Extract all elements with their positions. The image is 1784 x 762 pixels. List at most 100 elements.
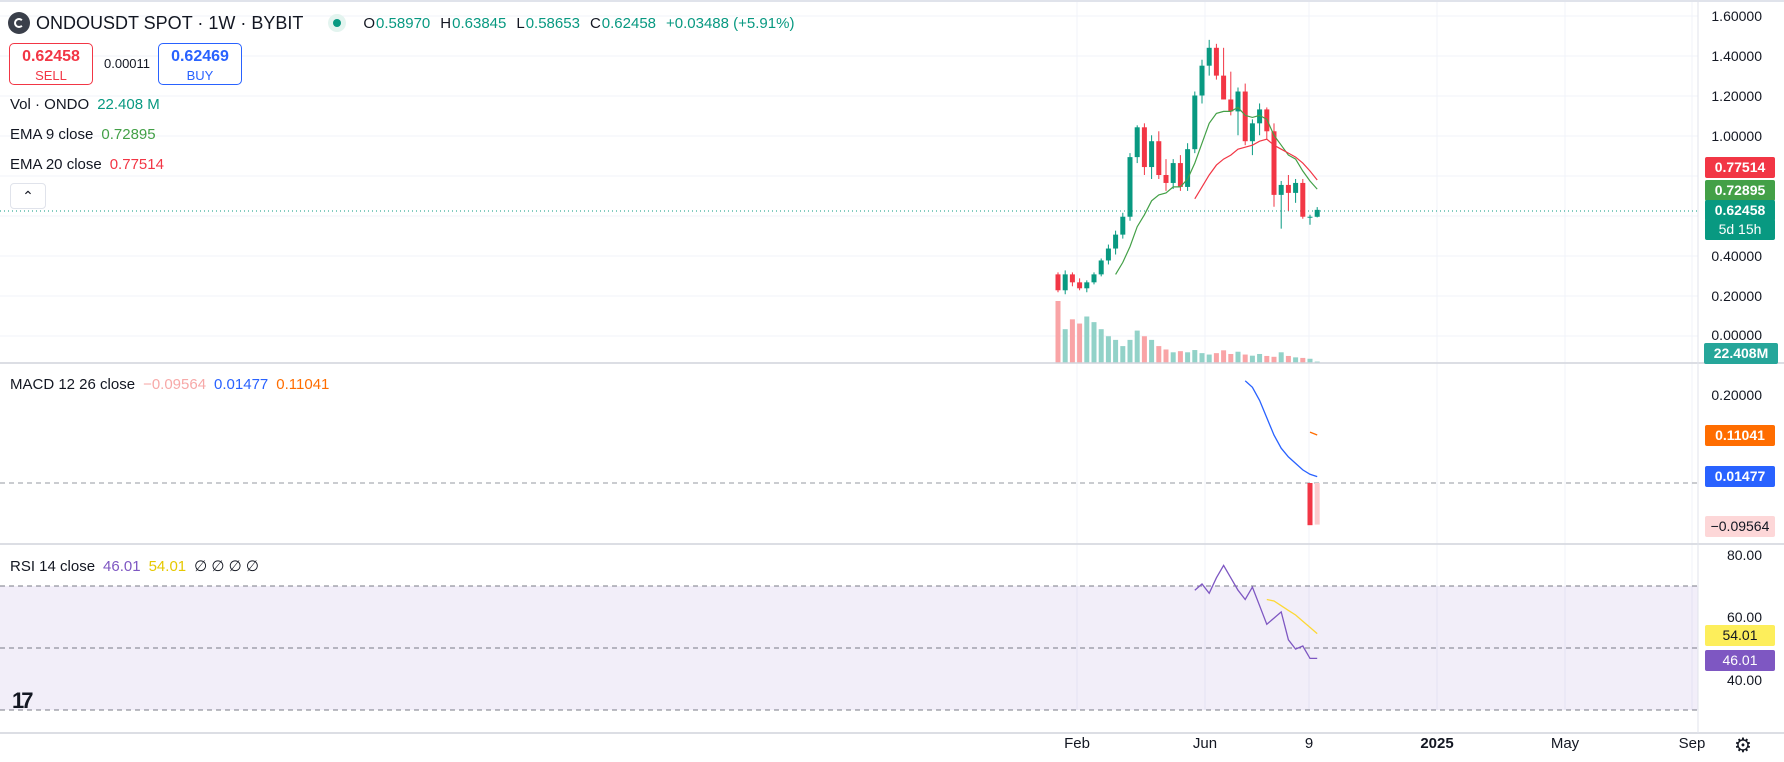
- candle-body: [1084, 282, 1090, 289]
- pane-dividers[interactable]: [0, 0, 1784, 734]
- rsi-ma-badge: 54.01: [1705, 625, 1775, 646]
- ema20-legend-label: EMA 20 close: [10, 156, 102, 173]
- symbol-header: ONDOUSDT SPOT · 1W · BYBIT O0.58970 H0.6…: [8, 11, 794, 35]
- grid-lines: [0, 0, 1698, 710]
- ema9-legend-label: EMA 9 close: [10, 126, 94, 143]
- volume-bar: [1242, 354, 1248, 363]
- open-label: O: [363, 14, 376, 32]
- rsi-ma-legend-value: 54.01: [148, 558, 187, 575]
- candle-body: [1077, 282, 1083, 289]
- low-label: L: [516, 14, 525, 32]
- rsi-axis-label: 80.00: [1726, 547, 1762, 563]
- candle-body: [1293, 182, 1299, 193]
- tradingview-logo-icon[interactable]: 17: [12, 688, 34, 713]
- sell-price: 0.62458: [22, 48, 80, 65]
- rsi-legend-label: RSI 14 close: [10, 558, 96, 575]
- volume-bar: [1300, 357, 1306, 363]
- volume-bar: [1235, 351, 1241, 363]
- rsi-axis-label: 40.00: [1726, 672, 1762, 688]
- rsi-legend-value: 46.01: [103, 558, 141, 575]
- candle-body: [1285, 184, 1291, 193]
- candle-body: [1307, 216, 1313, 218]
- last-price-badge: 0.62458: [1705, 200, 1775, 221]
- macd-hist-bar: [1314, 483, 1320, 525]
- rsi-legend[interactable]: RSI 14 close 46.01 54.01 ∅ ∅ ∅ ∅: [10, 557, 267, 575]
- volume-bar: [1192, 350, 1198, 363]
- time-axis-label: 9: [1304, 735, 1314, 752]
- candle-body: [1156, 141, 1162, 175]
- time-axis-label: Feb: [1064, 735, 1090, 752]
- countdown-badge: 5d 15h: [1705, 219, 1775, 240]
- macd-histogram: [1307, 483, 1320, 526]
- volume-legend-value: 22.408 M: [97, 96, 160, 113]
- price-axis-label: 1.60000: [1711, 8, 1762, 24]
- close-value: 0.62458: [601, 14, 657, 32]
- open-value: 0.58970: [376, 14, 431, 32]
- close-label: C: [589, 14, 601, 32]
- candle-body: [1105, 248, 1111, 261]
- ema9-legend[interactable]: EMA 9 close 0.72895: [10, 126, 164, 143]
- candle-body: [1091, 274, 1097, 283]
- ema20-legend[interactable]: EMA 20 close 0.77514: [10, 156, 172, 173]
- ema20-price-badge: 0.77514: [1705, 157, 1775, 178]
- candle-body: [1199, 65, 1205, 96]
- symbol-title[interactable]: ONDOUSDT SPOT · 1W · BYBIT: [36, 12, 304, 33]
- collapse-up-icon: ⌃: [22, 187, 34, 204]
- macd-legend[interactable]: MACD 12 26 close −0.09564 0.01477 0.11041: [10, 376, 337, 393]
- time-axis-label: Sep: [1678, 735, 1706, 752]
- candle-body: [1098, 260, 1104, 275]
- indicator-lines: [1115, 106, 1318, 660]
- volume-bar: [1199, 353, 1205, 363]
- price-axis-label: 0.40000: [1711, 248, 1762, 264]
- candle-body: [1192, 95, 1198, 150]
- macd-axis-label: 0.20000: [1711, 387, 1762, 403]
- macd-hist-value: −0.09564: [143, 376, 207, 393]
- volume-bar: [1293, 357, 1299, 363]
- volume-badge: 22.408M: [1704, 343, 1778, 364]
- candle-body: [1134, 127, 1140, 158]
- collapse-legend-button[interactable]: ⌃: [10, 183, 46, 209]
- candle-body: [1242, 91, 1248, 142]
- candle-body: [1177, 163, 1183, 187]
- rsi-legend-extra: ∅ ∅ ∅ ∅: [194, 558, 259, 575]
- candle-body: [1055, 274, 1061, 291]
- volume-legend[interactable]: Vol · ONDO 22.408 M: [10, 96, 168, 113]
- candle-body: [1206, 47, 1212, 66]
- change-value: +0.03488 (+5.91%): [666, 14, 795, 32]
- buy-button[interactable]: 0.62469 BUY: [158, 43, 242, 85]
- macd-line-value: 0.01477: [214, 376, 269, 393]
- candle-body: [1228, 99, 1234, 112]
- volume-bar: [1156, 346, 1162, 363]
- time-axis-label: Jun: [1192, 735, 1218, 752]
- candle-body: [1069, 274, 1075, 283]
- candle-body: [1062, 274, 1068, 291]
- spread-value: 0.00011: [104, 56, 151, 71]
- candle-body: [1185, 149, 1191, 187]
- macd-line-badge: 0.01477: [1705, 466, 1775, 487]
- volume-bar: [1077, 323, 1083, 363]
- settings-gear-icon[interactable]: ⚙: [1734, 735, 1752, 757]
- candle-body: [1278, 184, 1284, 195]
- sell-label: SELL: [35, 68, 67, 83]
- volume-bar: [1170, 352, 1176, 363]
- macd-signal-badge: 0.11041: [1705, 425, 1775, 446]
- volume-bar: [1249, 355, 1255, 363]
- rsi-line: [1194, 564, 1318, 660]
- volume-bar: [1228, 353, 1234, 363]
- macd-legend-label: MACD 12 26 close: [10, 376, 136, 393]
- candle-body: [1149, 141, 1155, 168]
- price-axis-label: 0.00000: [1711, 327, 1762, 343]
- price-axis-label: 0.20000: [1711, 288, 1762, 304]
- high-value: 0.63845: [452, 14, 507, 32]
- volume-bar: [1062, 329, 1068, 363]
- sell-button[interactable]: 0.62458 SELL: [9, 43, 93, 85]
- volume-bar: [1098, 329, 1104, 363]
- price-axis-label: 1.40000: [1711, 48, 1762, 64]
- candle-body: [1271, 131, 1277, 195]
- price-axis-label: 1.00000: [1711, 128, 1762, 144]
- volume-bar: [1257, 353, 1263, 363]
- candle-body: [1127, 157, 1133, 217]
- macd-signal-line: [1309, 431, 1318, 436]
- candle-body: [1314, 209, 1320, 217]
